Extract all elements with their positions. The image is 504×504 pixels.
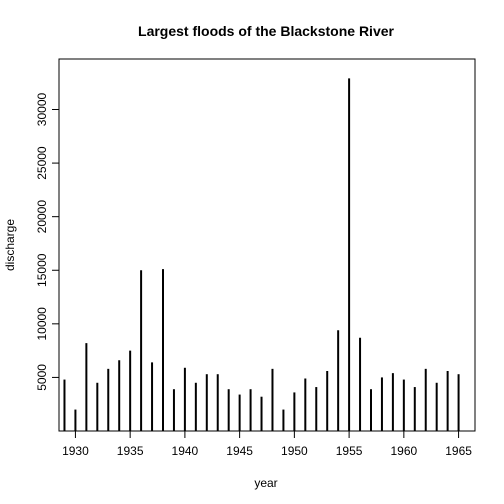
y-tick-label-5000: 5000 [35, 364, 49, 391]
y-tick-label-10000: 10000 [35, 307, 49, 341]
y-tick-label-20000: 20000 [35, 200, 49, 234]
x-axis-label: year [254, 476, 277, 490]
x-tick-label-1930: 1930 [62, 444, 89, 458]
x-tick-label-1945: 1945 [226, 444, 253, 458]
x-tick-label-1965: 1965 [445, 444, 472, 458]
y-tick-label-30000: 30000 [35, 92, 49, 126]
chart-title: Largest floods of the Blackstone River [138, 23, 394, 39]
bars-group [63, 78, 460, 431]
y-tick-label-25000: 25000 [35, 146, 49, 180]
x-axis: 1930 1935 1940 1945 1950 1955 1960 1965 [62, 430, 472, 458]
x-tick-label-1960: 1960 [390, 444, 417, 458]
y-tick-label-15000: 15000 [35, 253, 49, 287]
plot-area-frame [58, 58, 476, 432]
x-tick-label-1950: 1950 [281, 444, 308, 458]
x-tick-label-1940: 1940 [172, 444, 199, 458]
y-axis-label: discharge [3, 219, 17, 271]
x-tick-label-1955: 1955 [336, 444, 363, 458]
y-axis: 5000 10000 15000 20000 25000 30000 [35, 92, 60, 391]
x-tick-label-1935: 1935 [117, 444, 144, 458]
